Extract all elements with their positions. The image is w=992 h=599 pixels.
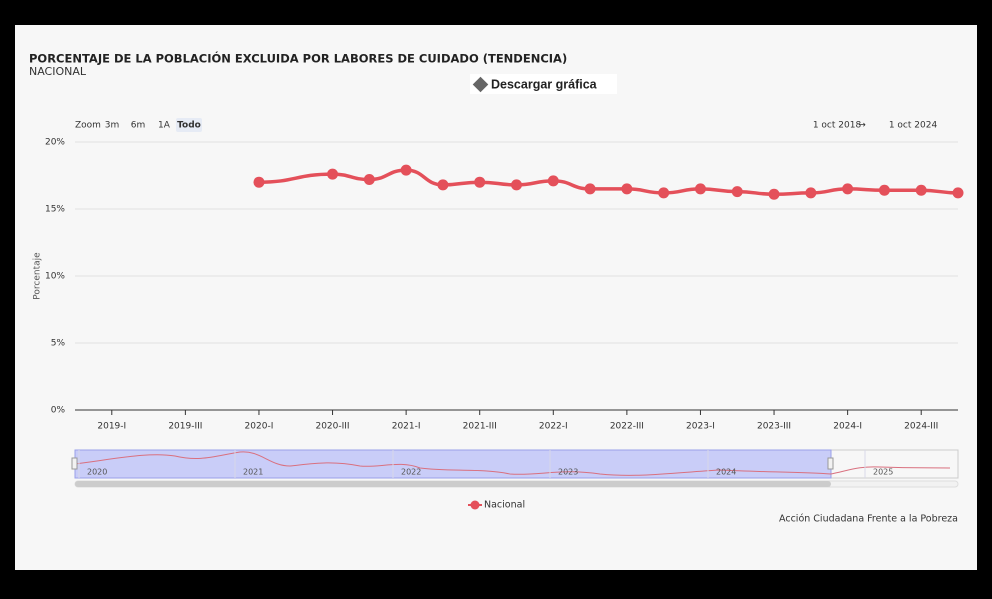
x-tick-label: 2019-III — [168, 422, 202, 432]
panel — [15, 25, 977, 570]
x-tick-label: 2022-I — [539, 422, 568, 432]
navigator-label: 2022 — [401, 468, 421, 477]
navigator-handle[interactable] — [71, 457, 78, 470]
x-tick-label: 2024-I — [833, 422, 862, 432]
data-point[interactable] — [511, 179, 522, 191]
y-tick-label: 0% — [51, 406, 66, 416]
navigator-label: 2020 — [87, 468, 107, 477]
data-point[interactable] — [400, 164, 412, 176]
range-arrow: → — [858, 121, 866, 131]
data-point[interactable] — [952, 187, 964, 199]
data-point[interactable] — [253, 176, 265, 188]
data-point[interactable] — [547, 175, 559, 187]
legend-label[interactable]: Nacional — [484, 500, 525, 511]
y-tick-label: 20% — [45, 138, 65, 148]
x-tick-label: 2022-III — [610, 422, 644, 432]
chart-title: PORCENTAJE DE LA POBLACIÓN EXCLUIDA POR … — [29, 51, 567, 66]
y-axis-title: Porcentaje — [33, 252, 43, 300]
y-tick-label: 15% — [45, 205, 65, 215]
data-point[interactable] — [694, 183, 706, 195]
download-button-bg[interactable] — [470, 74, 617, 94]
data-point[interactable] — [363, 174, 375, 186]
zoom-button[interactable]: 1A — [158, 121, 171, 131]
navigator-handle[interactable] — [827, 457, 834, 470]
data-point[interactable] — [768, 188, 780, 200]
x-tick-label: 2024-III — [904, 422, 938, 432]
data-point[interactable] — [474, 176, 486, 188]
range-to[interactable]: 1 oct 2024 — [889, 121, 938, 131]
legend-marker — [470, 500, 480, 510]
x-tick-label: 2020-I — [245, 422, 274, 432]
data-point[interactable] — [584, 183, 596, 195]
download-button[interactable]: Descargar gráfica — [470, 74, 617, 94]
data-point[interactable] — [658, 187, 670, 199]
range-from[interactable]: 1 oct 2018 — [813, 121, 862, 131]
x-tick-label: 2023-I — [686, 422, 715, 432]
navigator-line — [74, 451, 951, 476]
x-tick-label: 2021-III — [463, 422, 497, 432]
data-point[interactable] — [878, 184, 890, 196]
zoom-button[interactable]: 3m — [105, 121, 120, 131]
data-point[interactable] — [731, 186, 743, 198]
data-point[interactable] — [805, 187, 817, 199]
data-point[interactable] — [437, 179, 449, 191]
navigator-label: 2021 — [243, 468, 263, 477]
zoom-button[interactable]: 6m — [131, 121, 146, 131]
data-point[interactable] — [621, 183, 633, 195]
x-tick-label: 2019-I — [97, 422, 126, 432]
chart-subtitle: NACIONAL — [29, 65, 87, 78]
data-point[interactable] — [327, 168, 339, 180]
credits: Acción Ciudadana Frente a la Pobreza — [779, 514, 958, 525]
y-tick-label: 10% — [45, 272, 65, 282]
y-tick-label: 5% — [51, 339, 66, 349]
zoom-button[interactable]: Todo — [177, 121, 201, 131]
x-tick-label: 2021-I — [392, 422, 421, 432]
navigator-label: 2023 — [558, 468, 578, 477]
zoom-button-active — [176, 118, 202, 132]
data-point[interactable] — [842, 183, 854, 195]
navigator-label: 2025 — [873, 468, 893, 477]
zoom-label: Zoom — [75, 121, 101, 131]
download-label[interactable]: Descargar gráfica — [491, 77, 598, 91]
navigator-label: 2024 — [716, 468, 736, 477]
scrollbar-thumb[interactable] — [75, 481, 831, 487]
data-point[interactable] — [915, 184, 927, 196]
navigator-selection[interactable] — [74, 449, 832, 479]
x-tick-label: 2023-III — [757, 422, 791, 432]
x-tick-label: 2020-III — [315, 422, 349, 432]
